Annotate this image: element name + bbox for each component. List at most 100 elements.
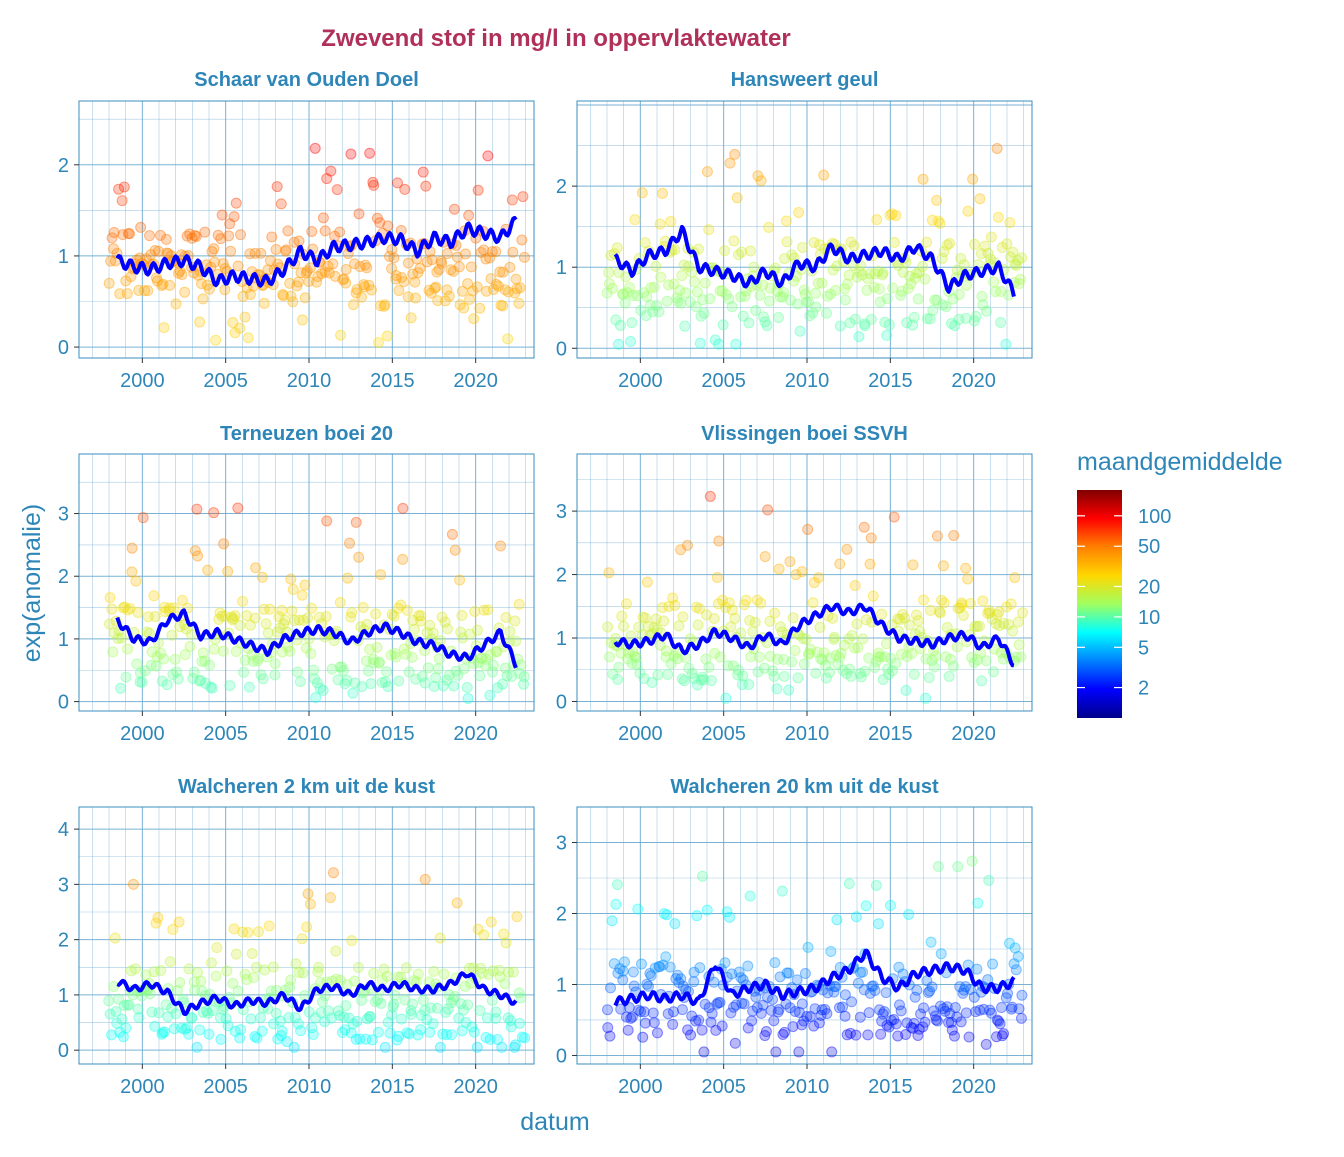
data-point [798,658,810,670]
data-point [114,1026,126,1038]
data-point [376,677,388,689]
data-point [755,597,767,609]
data-point [486,995,498,1007]
data-point [475,246,487,258]
data-point [1015,1012,1027,1024]
data-point [478,244,490,256]
data-point [831,260,843,272]
data-point [155,965,167,977]
data-point [965,597,977,609]
data-point [281,1036,293,1048]
data-point [920,653,932,665]
data-point [483,968,495,980]
x-tick-label: 2000 [618,370,663,392]
data-point [960,981,972,993]
data-point [382,220,394,232]
data-point [205,957,217,969]
data-point [684,296,696,308]
data-point [239,654,251,666]
data-point [1007,246,1019,258]
data-point [931,1015,943,1027]
data-point [982,974,994,986]
data-point [738,599,750,611]
data-point [716,1020,728,1032]
data-point [711,998,723,1010]
data-point [199,655,211,667]
data-point [608,958,620,970]
data-point [757,999,769,1011]
data-point [285,290,297,302]
data-point [974,620,986,632]
data-point [463,209,475,221]
data-point [436,611,448,623]
data-point [126,542,138,554]
data-point [644,968,656,980]
data-point [515,659,527,671]
data-point [495,540,507,552]
data-point [869,268,881,280]
data-point [472,184,484,196]
data-point [277,290,289,302]
data-point [616,610,628,622]
data-point [705,1016,717,1028]
data-point [807,307,819,319]
data-point [304,898,316,910]
data-point [841,1029,853,1041]
data-point [412,267,424,279]
data-point [480,653,492,665]
data-point [448,203,460,215]
data-point [895,1005,907,1017]
trend-line [115,215,518,288]
data-point [774,971,786,983]
data-point [286,605,298,617]
data-point [237,926,249,938]
data-point [646,677,658,689]
data-point [439,295,451,307]
data-point [802,941,814,953]
data-point [381,330,393,342]
data-point [912,615,924,627]
data-point [925,604,937,616]
data-point [890,1018,902,1030]
data-point [968,657,980,669]
data-point [998,617,1010,629]
data-point [436,257,448,269]
data-point [428,965,440,977]
x-tick-label: 2015 [370,370,415,392]
data-point [692,619,704,631]
data-point [777,1028,789,1040]
data-point [850,911,862,923]
data-point [910,609,922,621]
data-point [116,632,128,644]
data-point [617,965,629,977]
data-point [858,984,870,996]
data-point [268,1018,280,1030]
data-point [699,277,711,289]
data-point [360,655,372,667]
data-point [939,1005,951,1017]
data-point [156,675,168,687]
legend-title: maandgemiddelde [1077,448,1283,476]
data-point [156,1028,168,1040]
data-point [805,643,817,655]
data-point [986,613,998,625]
data-point [288,1041,300,1053]
data-point [1017,607,1029,619]
data-point [886,665,898,677]
data-point [228,613,240,625]
data-point [239,311,251,323]
data-point [901,651,913,663]
data-point [484,689,496,701]
data-point [222,565,234,577]
data-point [988,276,1000,288]
data-point [154,229,166,241]
data-point [682,260,694,272]
data-point [297,614,309,626]
data-point [888,1013,900,1025]
data-point [356,994,368,1006]
data-point [962,573,974,585]
data-point [400,962,412,974]
data-point [612,967,624,979]
data-point [735,291,747,303]
